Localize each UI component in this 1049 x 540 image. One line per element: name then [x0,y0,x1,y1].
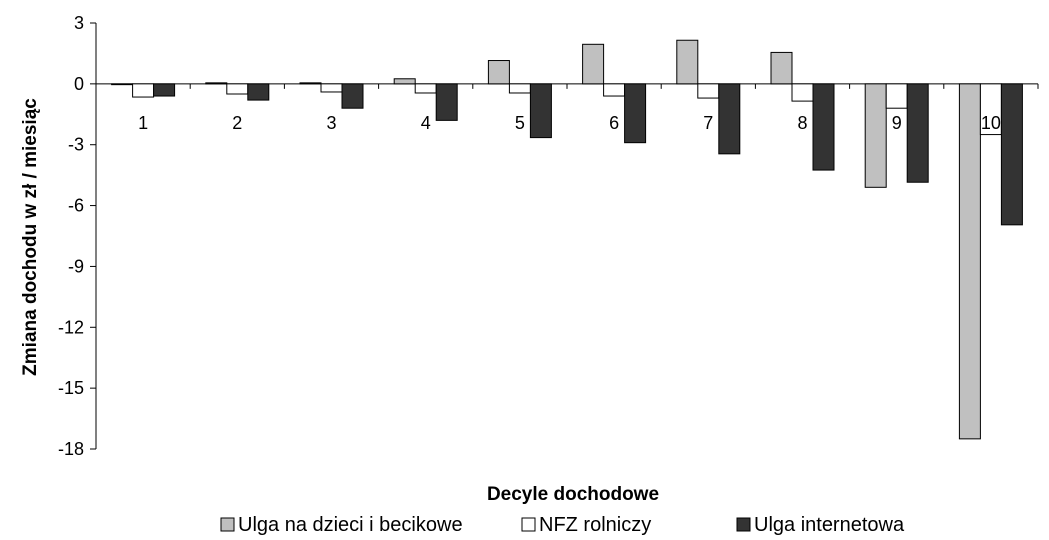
bar-series-2-decile-8 [791,83,814,102]
bar-series-3-decile-7 [718,83,741,155]
bar-series-2-decile-1 [132,83,155,98]
bar-series-2-decile-9 [885,83,908,109]
bar-series-2-decile-6 [603,83,626,97]
legend-label-3: Ulga internetowa [754,514,905,536]
x-tick-label: 5 [515,113,525,133]
bar-series-1-decile-10 [958,83,981,440]
bar-series-2-decile-7 [697,83,720,99]
x-tick-label: 9 [892,113,902,133]
x-tick-label: 1 [138,113,148,133]
y-tick-label: 3 [74,13,84,33]
bar-series-3-decile-5 [529,83,552,139]
bar-series-1-decile-5 [487,60,510,85]
bar-series-3-decile-10 [1000,83,1023,226]
x-tick-label: 8 [797,113,807,133]
bar-series-1-decile-8 [770,51,793,85]
legend-label-2: NFZ rolniczy [539,514,651,536]
y-tick-label: 0 [74,74,84,94]
x-tick-label: 10 [981,113,1001,133]
x-tick-label: 2 [232,113,242,133]
x-tick-label: 3 [326,113,336,133]
x-tick-label: 6 [609,113,619,133]
legend-swatch-2 [521,517,536,532]
y-tick-label: -6 [68,196,84,216]
bar-series-3-decile-1 [153,83,176,97]
y-tick-label: -18 [58,439,84,459]
legend-label-1: Ulga na dzieci i becikowe [238,514,463,536]
y-axis-title: Zmiana dochodu w zł / miesiąc [20,98,41,376]
bar-series-3-decile-6 [624,83,647,144]
bar-series-3-decile-2 [247,83,270,101]
bar-series-1-decile-2 [205,82,228,85]
bar-series-3-decile-4 [435,83,458,121]
bar-series-2-decile-5 [508,83,531,94]
bar-series-1-decile-7 [676,39,699,85]
bar-series-2-decile-4 [414,83,437,94]
bar-series-2-decile-3 [320,83,343,93]
legend: Ulga na dzieci i becikowe NFZ rolniczy Ulg… [220,514,905,536]
bar-series-3-decile-9 [906,83,929,183]
bar-series-3-decile-3 [341,83,364,109]
bar-series-1-decile-9 [864,83,887,188]
y-tick-label: -12 [58,317,84,337]
bar-series-1-decile-3 [299,82,322,85]
category-labels: 1 2 3 4 5 6 7 8 9 10 [138,113,1001,133]
y-axis: 3 0 -3 -6 -9 -12 -15 -18 [58,13,97,459]
bar-series-1-decile-6 [582,43,605,85]
x-axis-title: Decyle dochodowe [487,484,659,505]
bar-series-2-decile-2 [226,83,249,95]
bars [111,39,1023,440]
x-tick-label: 7 [703,113,713,133]
legend-swatch-3 [736,517,751,532]
y-tick-label: -15 [58,378,84,398]
bar-series-1-decile-4 [393,78,416,85]
y-tick-label: -9 [68,256,84,276]
x-tick-label: 4 [421,113,431,133]
bar-series-1-decile-1 [111,83,134,86]
y-tick-label: -3 [68,135,84,155]
bar-series-3-decile-8 [812,83,835,171]
legend-swatch-1 [220,517,235,532]
